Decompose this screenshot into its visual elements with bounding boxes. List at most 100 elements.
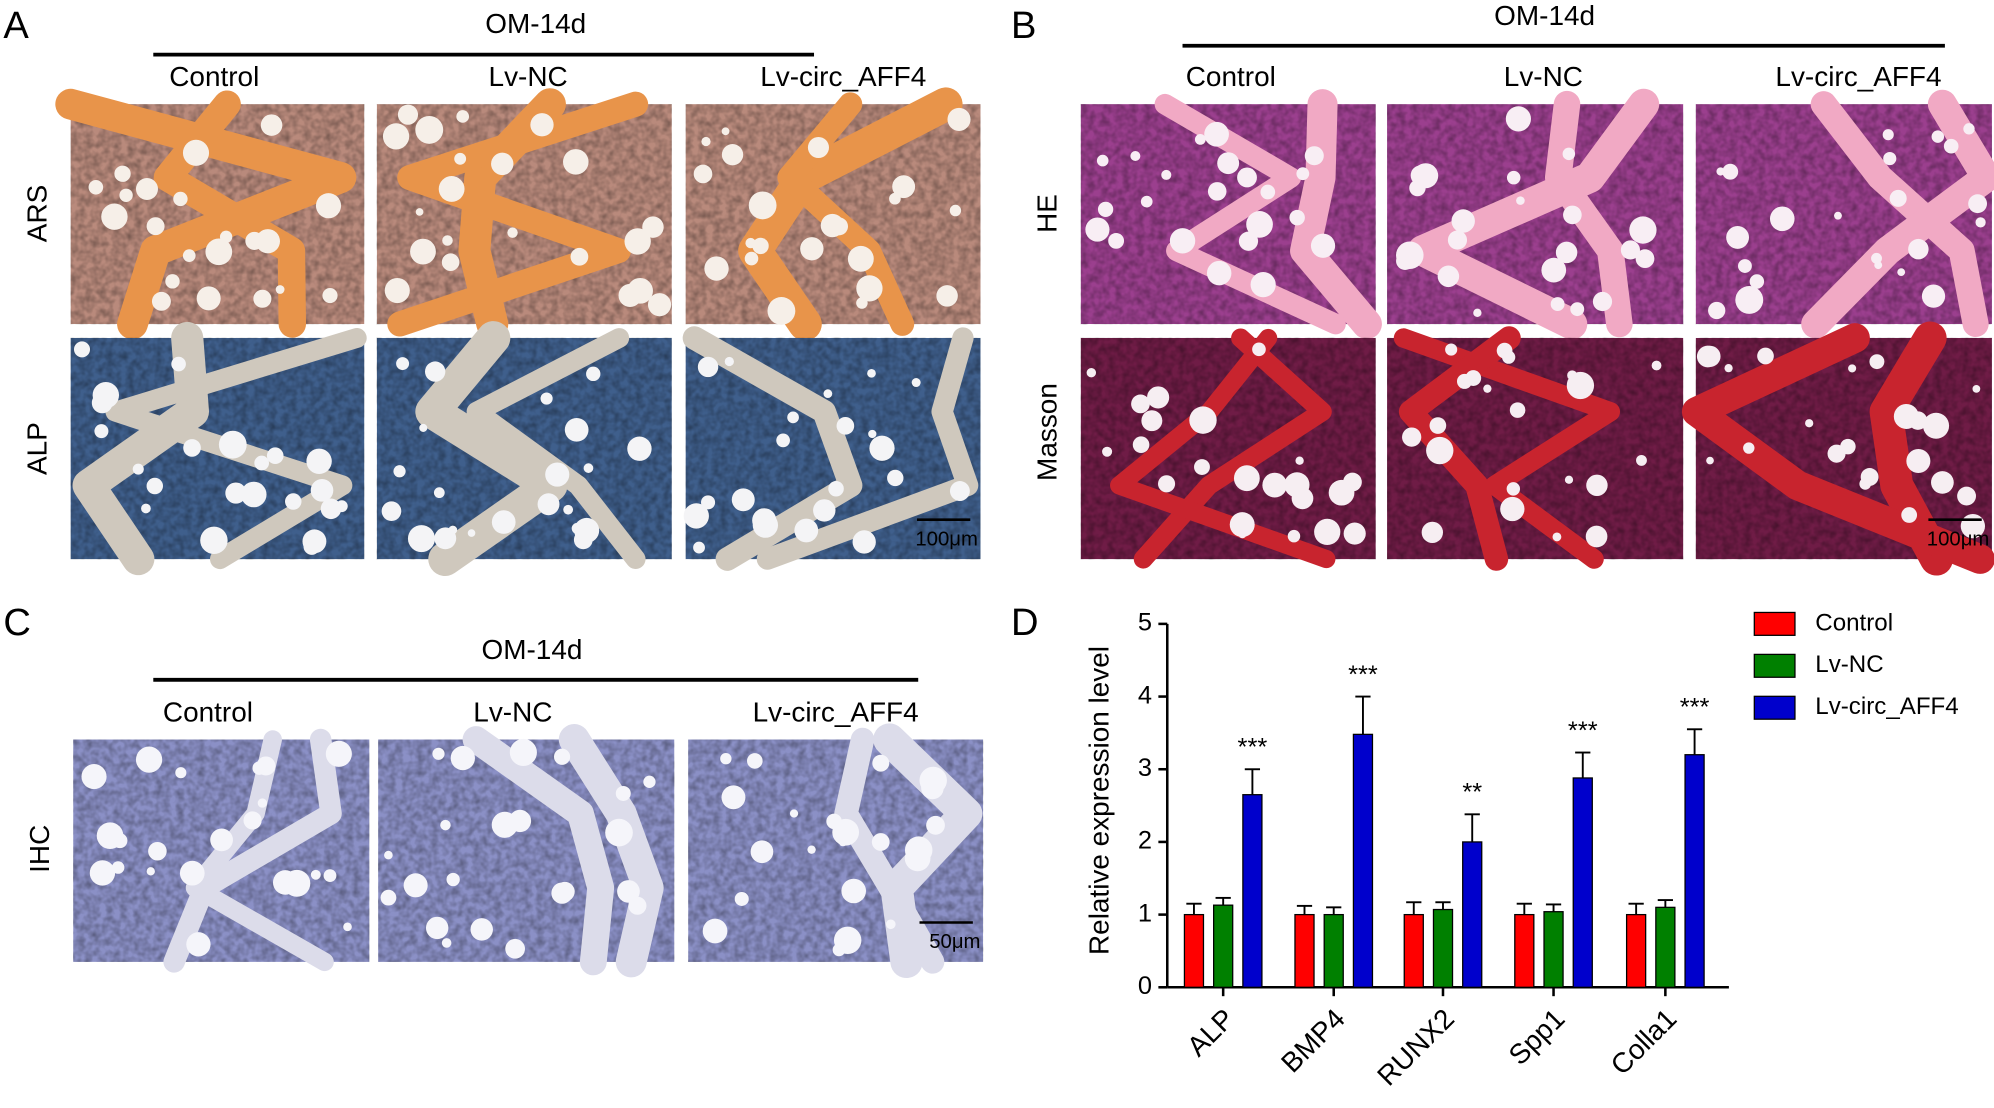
adipocyte xyxy=(254,455,270,471)
significance: *** xyxy=(1680,694,1710,722)
adipocyte xyxy=(1869,354,1885,370)
adipocyte xyxy=(1194,459,1210,475)
adipocyte xyxy=(96,822,124,850)
adipocyte xyxy=(702,918,728,944)
adipocyte xyxy=(218,430,247,459)
adipocyte xyxy=(693,541,705,554)
adipocyte xyxy=(627,436,652,461)
adipocyte xyxy=(823,389,833,399)
adipocyte xyxy=(384,277,410,304)
y-tick-label: 0 xyxy=(1138,972,1152,1000)
adipocyte xyxy=(146,477,164,495)
trabecula xyxy=(1133,328,1332,569)
trabecula xyxy=(1544,90,1633,338)
panel-letter: D xyxy=(1011,602,1039,644)
adipocyte xyxy=(1555,241,1578,264)
error-bar xyxy=(1545,903,1562,912)
adipocyte xyxy=(1735,286,1764,314)
column-label: Control xyxy=(1186,61,1276,92)
adipocyte xyxy=(563,149,589,175)
scale-bar-label: 100μm xyxy=(915,528,978,550)
bar xyxy=(1242,794,1263,988)
adipocyte xyxy=(787,411,799,424)
adipocyte xyxy=(618,283,642,307)
adipocyte xyxy=(1805,419,1814,428)
adipocyte xyxy=(720,753,732,765)
adipocyte xyxy=(1421,521,1443,544)
legend-swatch xyxy=(1753,653,1796,678)
adipocyte xyxy=(887,469,904,487)
adipocyte xyxy=(146,867,155,876)
adipocyte xyxy=(441,938,452,948)
adipocyte xyxy=(1635,249,1655,269)
adipocyte xyxy=(410,238,436,265)
trabecula xyxy=(1110,328,1336,569)
adipocyte xyxy=(1563,205,1582,225)
adipocyte xyxy=(1708,301,1726,320)
trabecula xyxy=(558,724,664,978)
histology-image xyxy=(1387,326,1684,571)
adipocyte xyxy=(171,356,186,372)
adipocyte xyxy=(1233,465,1260,492)
adipocyte xyxy=(1169,228,1196,254)
row-label: ALP xyxy=(21,422,52,475)
adipocyte xyxy=(491,510,516,534)
adipocyte xyxy=(789,809,799,818)
adipocyte xyxy=(1724,364,1733,373)
error-bar xyxy=(1575,751,1591,778)
bar xyxy=(1183,913,1205,988)
trabecula xyxy=(1801,89,1994,339)
adipocyte xyxy=(1158,475,1176,493)
adipocyte xyxy=(647,293,672,317)
adipocyte xyxy=(310,869,321,880)
adipocyte xyxy=(1314,518,1341,546)
adipocyte xyxy=(101,203,128,230)
adipocyte xyxy=(1262,472,1288,498)
adipocyte xyxy=(1343,472,1362,492)
adipocyte xyxy=(1437,265,1460,288)
adipocyte xyxy=(257,798,268,808)
adipocyte xyxy=(721,785,746,810)
x-tick-label: Spp1 xyxy=(1503,1003,1571,1071)
scale-bar-label: 50μm xyxy=(929,931,980,953)
adipocyte xyxy=(545,462,570,487)
adipocyte xyxy=(892,175,916,199)
adipocyte xyxy=(186,932,211,957)
adipocyte xyxy=(1883,151,1897,166)
adipocyte xyxy=(1108,232,1125,249)
adipocyte xyxy=(1897,268,1906,277)
column-label: Control xyxy=(169,61,259,92)
error-bar xyxy=(1435,901,1451,910)
histology-image xyxy=(376,321,672,576)
adipocyte xyxy=(396,357,410,371)
adipocyte xyxy=(393,465,406,478)
adipocyte xyxy=(807,136,829,159)
adipocyte xyxy=(283,869,311,897)
adipocyte xyxy=(1541,257,1567,283)
bar xyxy=(1514,913,1535,988)
adipocyte xyxy=(132,463,144,475)
trabecula xyxy=(462,726,615,976)
adipocyte xyxy=(141,503,151,514)
adipocyte xyxy=(586,366,601,382)
adipocyte xyxy=(450,745,475,771)
bar xyxy=(1655,906,1676,988)
adipocyte xyxy=(1848,364,1857,373)
legend-label: Lv-NC xyxy=(1815,651,1883,678)
adipocyte xyxy=(1252,342,1266,357)
error-bar xyxy=(1516,902,1532,915)
adipocyte xyxy=(1429,417,1447,434)
adipocyte xyxy=(425,916,449,940)
adipocyte xyxy=(1296,167,1310,181)
adipocyte xyxy=(885,919,896,930)
adipocyte xyxy=(643,775,656,788)
adipocyte xyxy=(1194,134,1206,145)
adipocyte xyxy=(704,256,729,281)
adipocyte xyxy=(856,275,883,302)
bar xyxy=(1625,913,1647,988)
significance: *** xyxy=(1568,717,1598,745)
adipocyte xyxy=(748,191,777,220)
x-tick-label: BMP4 xyxy=(1275,1003,1351,1079)
adipocyte xyxy=(1651,360,1662,371)
